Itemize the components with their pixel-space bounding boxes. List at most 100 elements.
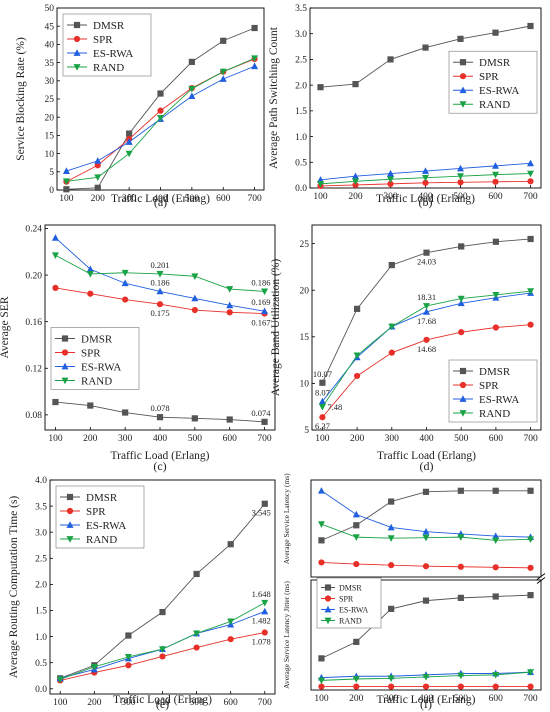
legend-entry-rand: RAND [479,99,510,111]
data-point-rand [317,521,325,528]
x-tick-label: 200 [83,434,98,444]
y-tick-label: 1.0 [295,133,307,143]
data-point-spr [193,644,200,651]
legend-entry-dmsr: DMSR [81,333,113,345]
y-tick-label: 0 [49,186,54,196]
data-point-dmsr [457,594,464,601]
x-tick-label: 200 [87,698,102,708]
series-rand [317,521,535,545]
panel-label: (c) [153,459,166,473]
y-tick-label: 0.5 [295,158,307,168]
data-point-rand [492,671,500,679]
y-tick-label: 30 [45,77,55,87]
legend-marker-es-rwa [66,521,74,528]
series-rand [62,55,259,185]
y-tick-label: 1.0 [35,633,47,643]
legend-marker-es-rwa [324,605,332,613]
data-point-es-rwa [387,169,394,177]
data-point-es-rwa [492,162,499,169]
data-point-rand [251,55,259,62]
data-label: 1.482 [252,615,271,625]
y-tick-label: 0.0 [295,184,307,194]
plot-frame [310,479,542,578]
data-point-rand [353,352,361,360]
data-point-es-rwa [125,138,133,145]
x-tick-label: 600 [489,694,504,704]
y-axis-label: Average Band Utilization (%) [270,259,282,397]
legend-entry-es-rwa: ES-RWA [93,48,133,60]
data-point-spr [156,301,164,308]
data-point-rand [125,150,133,158]
y-tick-label: 50 [45,4,55,14]
data-point-dmsr [422,488,430,495]
data-point-es-rwa [317,487,325,494]
panel-label: (a) [154,195,167,209]
data-point-spr [422,683,430,690]
data-point-rand [422,174,429,182]
legend-entry-es-rwa: ES-RWA [339,605,369,614]
y-tick-label: 2.0 [35,581,47,591]
data-label: 0.169 [251,297,270,307]
data-point-dmsr [157,90,164,97]
y-tick-label: 2.0 [295,81,307,91]
y-tick-label: 0.16 [25,318,42,328]
data-label: 0.167 [251,318,270,328]
data-point-es-rwa [352,172,359,180]
data-point-rand [219,68,227,76]
x-tick-label: 500 [453,192,468,202]
legend-marker-spr [61,349,69,356]
legend-entry-rand: RAND [479,408,510,420]
series-dmsr [318,592,534,662]
data-point-rand [422,534,430,542]
x-tick-label: 400 [153,194,168,204]
data-point-rand [124,654,132,661]
data-point-spr [527,178,534,185]
x-tick-label: 100 [48,434,63,444]
axis-break-mark [536,573,546,584]
data-point-dmsr [122,409,129,416]
data-point-dmsr [319,379,326,386]
data-point-dmsr [317,84,324,91]
legend-marker-dmsr [459,367,467,375]
data-point-rand [121,269,129,277]
data-point-rand [527,288,535,295]
data-point-rand [317,180,324,188]
x-tick-label: 600 [223,434,238,444]
legend-entry-spr: SPR [93,34,113,46]
y-tick-label: 40 [45,41,55,51]
data-point-dmsr [422,44,429,51]
x-tick-label: 400 [418,192,433,202]
data-label: 0.175 [150,308,169,318]
data-label: 7.48 [327,402,342,412]
y-tick-label: 3.0 [35,528,47,538]
data-point-dmsr [126,130,133,137]
legend-marker-spr [459,73,467,80]
series-dmsr [317,22,534,91]
x-tick-label: 700 [523,192,538,202]
data-point-dmsr [492,238,499,245]
data-label: 10.07 [313,369,332,379]
data-point-es-rwa [226,301,234,309]
y-tick-label: 2.5 [295,56,307,66]
y-axis-label: Average Path Switching Count [268,26,280,169]
data-label: 0.186 [251,277,270,287]
data-point-es-rwa [318,397,326,405]
x-tick-label: 600 [489,434,504,444]
data-point-rand [422,674,430,681]
x-tick-label: 100 [313,192,328,202]
x-tick-label: 300 [385,434,400,444]
data-point-es-rwa [387,523,395,531]
series-rand [318,288,535,411]
x-axis-label: Traffic Load (Erlang) [377,694,476,706]
y-tick-label: 1.5 [35,607,47,617]
y-tick-label: 35 [45,59,55,69]
legend-entry-es-rwa: ES-RWA [86,520,126,532]
data-point-spr [492,178,499,185]
data-point-rand [352,534,360,541]
data-point-rand [156,271,164,278]
data-label: 0.186 [150,277,169,287]
data-point-rand [457,295,465,303]
data-point-rand [86,271,94,278]
data-point-spr [122,296,129,303]
data-label: 18.31 [417,292,436,302]
